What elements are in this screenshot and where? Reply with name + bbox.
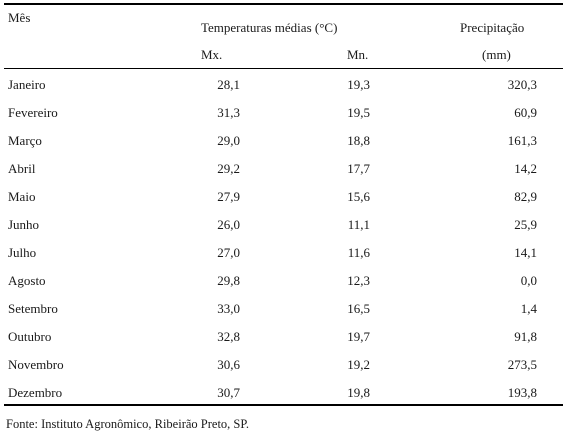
- row-month-cell: Julho: [8, 245, 37, 260]
- row-max-temp-cell: 30,6: [217, 357, 240, 372]
- row-precipitation-cell: 161,3: [507, 133, 537, 148]
- row-month-cell: Abril: [8, 161, 36, 176]
- max-temp-column-header: Mx.: [201, 47, 223, 62]
- row-max-temp-cell: 29,2: [217, 161, 240, 176]
- row-min-temp-cell: 19,7: [347, 329, 370, 344]
- row-min-temp-cell: 19,2: [347, 357, 370, 372]
- row-month-cell: Maio: [8, 189, 36, 204]
- row-month-cell: Fevereiro: [8, 105, 58, 120]
- row-month-cell: Março: [8, 133, 42, 148]
- min-temp-column-header: Mn.: [347, 47, 369, 62]
- temperature-group-header: Temperaturas médias (°C): [201, 20, 338, 35]
- row-precipitation-cell: 320,3: [507, 77, 537, 92]
- row-max-temp-cell: 32,8: [217, 329, 240, 344]
- row-min-temp-cell: 19,5: [347, 105, 370, 120]
- row-month-cell: Novembro: [8, 357, 64, 372]
- row-min-temp-cell: 18,8: [347, 133, 370, 148]
- row-min-temp-cell: 19,8: [347, 385, 370, 400]
- row-max-temp-cell: 28,1: [217, 77, 240, 92]
- row-precipitation-cell: 1,4: [520, 301, 537, 316]
- row-max-temp-cell: 29,0: [217, 133, 240, 148]
- row-precipitation-cell: 0,0: [520, 273, 537, 288]
- row-month-cell: Janeiro: [8, 77, 46, 92]
- row-month-cell: Agosto: [8, 273, 46, 288]
- row-max-temp-cell: 27,0: [217, 245, 240, 260]
- row-max-temp-cell: 33,0: [217, 301, 240, 316]
- table-top-rule: [4, 3, 563, 5]
- row-max-temp-cell: 31,3: [217, 105, 240, 120]
- row-precipitation-cell: 14,2: [514, 161, 537, 176]
- row-month-cell: Setembro: [8, 301, 58, 316]
- row-precipitation-cell: 273,5: [507, 357, 537, 372]
- precipitation-column-header: Precipitação: [460, 20, 525, 35]
- row-precipitation-cell: 60,9: [514, 105, 537, 120]
- precipitation-unit: (mm): [482, 47, 511, 62]
- row-precipitation-cell: 14,1: [514, 245, 537, 260]
- row-min-temp-cell: 11,6: [347, 245, 370, 260]
- row-min-temp-cell: 19,3: [347, 77, 370, 92]
- row-min-temp-cell: 12,3: [347, 273, 370, 288]
- row-max-temp-cell: 26,0: [217, 217, 240, 232]
- row-precipitation-cell: 82,9: [514, 189, 537, 204]
- header-rule: [4, 68, 563, 69]
- table-bottom-rule: [4, 404, 563, 406]
- row-precipitation-cell: 193,8: [507, 385, 537, 400]
- row-min-temp-cell: 11,1: [347, 217, 370, 232]
- month-column-header: Mês: [8, 10, 31, 25]
- row-precipitation-cell: 91,8: [514, 329, 537, 344]
- row-min-temp-cell: 16,5: [347, 301, 370, 316]
- row-precipitation-cell: 25,9: [514, 217, 537, 232]
- row-min-temp-cell: 15,6: [347, 189, 370, 204]
- source-note: Fonte: Instituto Agronômico, Ribeirão Pr…: [6, 417, 250, 431]
- row-month-cell: Dezembro: [8, 385, 63, 400]
- row-month-cell: Junho: [8, 217, 40, 232]
- row-min-temp-cell: 17,7: [347, 161, 370, 176]
- row-max-temp-cell: 27,9: [217, 189, 240, 204]
- row-max-temp-cell: 30,7: [217, 385, 240, 400]
- row-month-cell: Outubro: [8, 329, 52, 344]
- row-max-temp-cell: 29,8: [217, 273, 240, 288]
